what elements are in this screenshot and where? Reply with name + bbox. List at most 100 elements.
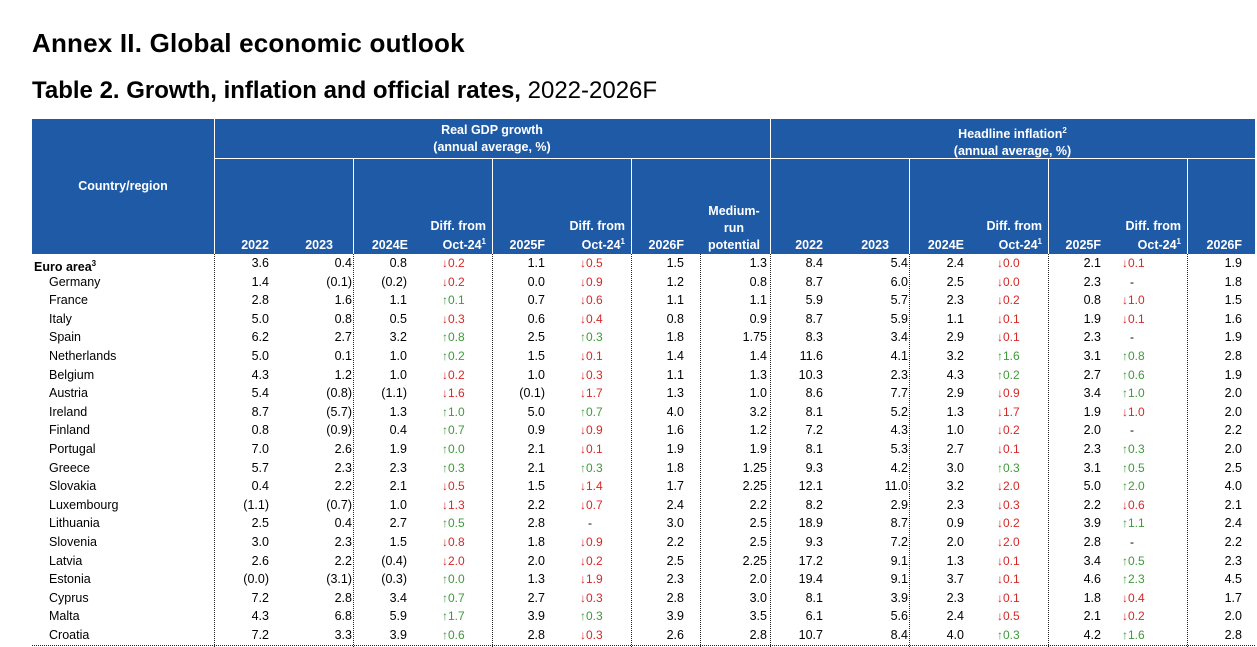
cell-med: 0.8 bbox=[749, 274, 767, 289]
cell-i26: 2.4 bbox=[1224, 516, 1242, 531]
cell-id1: ↓0.3 bbox=[997, 497, 1020, 512]
cell-g23: 2.2 bbox=[334, 553, 352, 568]
cell-g26: 1.4 bbox=[666, 349, 684, 363]
table-title: Table 2. Growth, inflation and official … bbox=[32, 77, 657, 105]
cell-i23: 8.4 bbox=[890, 628, 908, 642]
gdp-diff2-header: Diff. from Oct-241 bbox=[547, 218, 625, 253]
cell-gd2: ↓0.9 bbox=[580, 423, 603, 438]
cell-i26: 4.0 bbox=[1224, 479, 1242, 494]
cell-g23: 3.3 bbox=[334, 628, 352, 642]
cell-g24: 0.4 bbox=[389, 423, 407, 438]
cell-i25: 1.9 bbox=[1083, 404, 1101, 419]
cell-i22: 8.3 bbox=[805, 330, 823, 345]
cell-i22: 8.6 bbox=[805, 386, 823, 401]
cell-i24: 4.3 bbox=[946, 367, 964, 382]
cell-i24: 1.1 bbox=[946, 311, 964, 326]
cell-i24: 0.9 bbox=[946, 516, 964, 531]
cell-g23: (5.7) bbox=[326, 404, 352, 419]
cell-i22: 8.7 bbox=[805, 274, 823, 289]
cell-i23: 3.4 bbox=[890, 330, 908, 345]
cell-i26: 2.5 bbox=[1224, 460, 1242, 475]
cell-i24: 2.5 bbox=[946, 274, 964, 289]
cell-g25: 2.2 bbox=[527, 497, 545, 512]
cell-id1: ↓0.1 bbox=[997, 572, 1020, 587]
cell-id2: ↑2.0 bbox=[1122, 479, 1145, 494]
cell-i26: 2.0 bbox=[1224, 386, 1242, 401]
country-name: Latvia bbox=[49, 553, 83, 568]
page-title: Annex II. Global economic outlook bbox=[32, 28, 465, 58]
cell-gd1: ↓0.3 bbox=[442, 311, 465, 326]
cell-id1: ↓2.0 bbox=[997, 535, 1020, 549]
gdp-group-header: Real GDP growth (annual average, %) bbox=[214, 122, 770, 156]
cell-gd1: ↓2.0 bbox=[442, 553, 465, 568]
cell-g26: 3.9 bbox=[666, 609, 684, 624]
cell-i25: 2.1 bbox=[1083, 256, 1101, 270]
country-name: France bbox=[49, 293, 88, 308]
table-title-main: Table 2. Growth, inflation and official … bbox=[32, 77, 521, 104]
country-name: Netherlands bbox=[49, 349, 117, 363]
cell-i25: 5.0 bbox=[1083, 479, 1101, 494]
table-row: Finland 0.8 (0.9) 0.4 ↑0.7 0.9 ↓0.9 1.6 1.2 7.2 4.… bbox=[32, 421, 1255, 440]
cell-i26: 4.5 bbox=[1224, 572, 1242, 587]
cell-i23: 5.2 bbox=[890, 404, 908, 419]
cell-gd2: ↓0.9 bbox=[580, 274, 603, 289]
cell-i25: 2.1 bbox=[1083, 609, 1101, 624]
cell-i22: 17.2 bbox=[798, 553, 823, 568]
cell-g23: 0.8 bbox=[334, 311, 352, 326]
infl-2026-header: 2026F bbox=[1206, 238, 1242, 252]
cell-i26: 1.9 bbox=[1224, 330, 1242, 345]
gdp-2023-header: 2023 bbox=[305, 238, 333, 252]
cell-i24: 3.0 bbox=[946, 460, 964, 475]
cell-gd1: ↓0.2 bbox=[442, 256, 465, 270]
cell-id1: ↓0.1 bbox=[997, 553, 1020, 568]
cell-med: 3.2 bbox=[749, 404, 767, 419]
cell-i25: 3.1 bbox=[1083, 349, 1101, 363]
infl-diff1-header: Diff. from Oct-241 bbox=[964, 218, 1042, 253]
infl-2025-header: 2025F bbox=[1065, 238, 1101, 252]
cell-g26: 1.9 bbox=[666, 442, 684, 456]
cell-g24: 1.0 bbox=[389, 367, 407, 382]
cell-g25: 1.1 bbox=[527, 256, 545, 270]
cell-i26: 1.7 bbox=[1224, 590, 1242, 605]
cell-g24: 1.1 bbox=[389, 293, 407, 308]
country-name: Slovenia bbox=[49, 535, 97, 549]
cell-i24: 1.3 bbox=[946, 404, 964, 419]
cell-i23: 3.9 bbox=[890, 590, 908, 605]
cell-gd1: ↑0.0 bbox=[442, 442, 465, 456]
cell-id1: ↓0.1 bbox=[997, 590, 1020, 605]
gdp-header-line2: (annual average, %) bbox=[433, 140, 551, 154]
cell-i22: 6.1 bbox=[805, 609, 823, 624]
cell-i23: 5.9 bbox=[890, 311, 908, 326]
cell-i23: 9.1 bbox=[890, 572, 908, 587]
cell-g26: 2.8 bbox=[666, 590, 684, 605]
infl-diff2-header-line1: Diff. from bbox=[1125, 219, 1181, 233]
cell-g24: (1.1) bbox=[381, 386, 407, 401]
cell-i22: 9.3 bbox=[805, 535, 823, 549]
cell-i26: 2.0 bbox=[1224, 609, 1242, 624]
cell-i24: 3.7 bbox=[946, 572, 964, 587]
cell-i22: 5.9 bbox=[805, 293, 823, 308]
country-name: Austria bbox=[49, 386, 88, 401]
cell-med: 2.0 bbox=[749, 572, 767, 587]
cell-i22: 8.4 bbox=[805, 256, 823, 270]
cell-i22: 11.6 bbox=[799, 349, 823, 363]
cell-g23: 0.1 bbox=[334, 349, 352, 363]
cell-g23: (0.1) bbox=[326, 274, 352, 289]
cell-i22: 8.1 bbox=[805, 442, 823, 456]
cell-g24: 0.8 bbox=[389, 256, 407, 270]
cell-id1: ↓0.1 bbox=[997, 442, 1020, 456]
cell-g26: 1.6 bbox=[666, 423, 684, 438]
cell-i26: 2.0 bbox=[1224, 442, 1242, 456]
cell-g22: 1.4 bbox=[251, 274, 269, 289]
gdp-diff1-footnote: 1 bbox=[481, 237, 486, 246]
cell-g25: 1.3 bbox=[527, 572, 545, 587]
table-row: Estonia (0.0) (3.1) (0.3) ↑0.0 1.3 ↓1.9 2.3 2.0 1… bbox=[32, 570, 1255, 589]
cell-id1: ↓0.5 bbox=[997, 609, 1020, 624]
cell-g23: 0.4 bbox=[334, 516, 352, 531]
table-row: Slovakia 0.4 2.2 2.1 ↓0.5 1.5 ↓1.4 1.7 2.25 12.1 1… bbox=[32, 477, 1255, 496]
cell-g24: 2.3 bbox=[389, 460, 407, 475]
cell-i23: 9.1 bbox=[890, 553, 908, 568]
cell-gd2: ↓0.4 bbox=[580, 311, 603, 326]
country-name: Finland bbox=[49, 423, 90, 438]
cell-g26: 1.1 bbox=[666, 367, 684, 382]
